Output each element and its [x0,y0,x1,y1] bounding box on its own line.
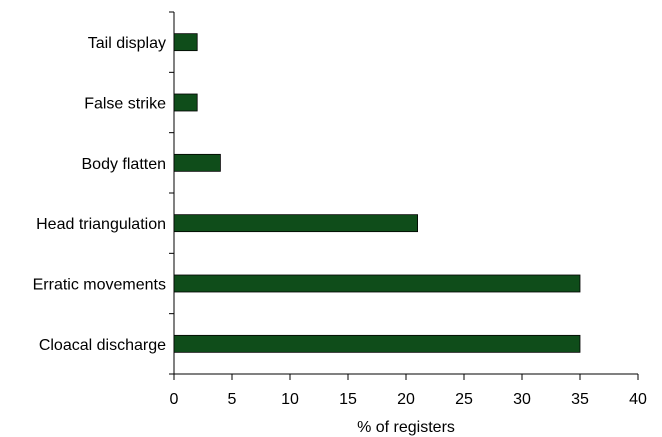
category-label: Body flatten [82,156,167,173]
x-axis-title: % of registers [357,419,455,436]
x-tick-labels: 0 5 10 15 20 25 30 35 40 [170,391,647,408]
x-tick-label: 20 [397,391,415,408]
bar-tail-display [173,33,198,52]
category-label: Cloacal discharge [39,337,166,354]
category-label: False strike [84,96,166,113]
x-tick-label: 5 [228,391,237,408]
x-tick-label: 35 [571,391,589,408]
bar-false-strike [173,93,198,112]
bar-erratic-movements [173,274,581,293]
x-axis-ticks [173,374,639,380]
bar-head-triangulation [173,214,419,233]
bars-group [173,33,581,353]
x-tick-label: 40 [629,391,647,408]
category-label: Head triangulation [36,216,166,233]
bar-body-flatten [173,153,221,172]
x-tick-label: 15 [339,391,357,408]
x-tick-label: 0 [170,391,179,408]
x-tick-label: 25 [455,391,473,408]
category-labels: Tail display False strike Body flatten Head… [33,35,166,354]
category-label: Tail display [88,35,166,52]
bar-cloacal-discharge [173,334,581,353]
category-label: Erratic movements [33,277,166,294]
x-tick-label: 30 [513,391,531,408]
x-tick-label: 10 [281,391,299,408]
y-axis-ticks [169,11,174,375]
